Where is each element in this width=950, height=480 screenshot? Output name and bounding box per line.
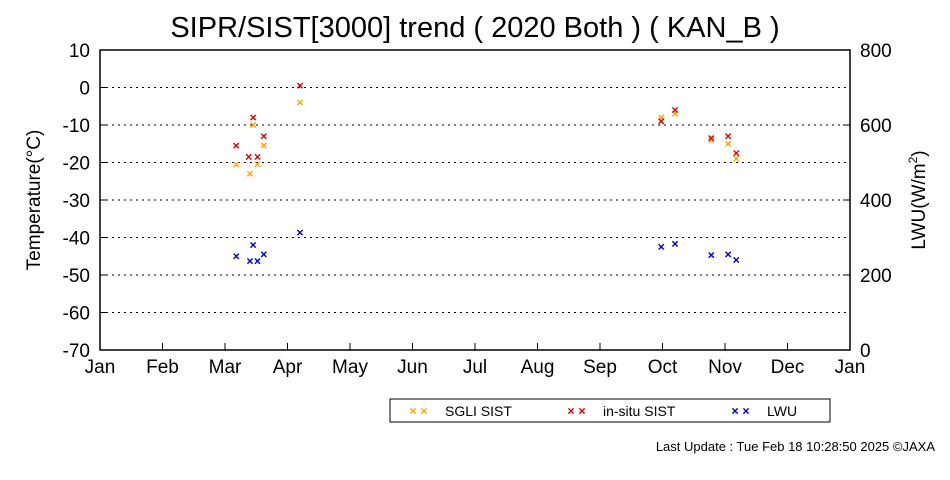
y2-axis-label: LWU(W/m2)	[906, 150, 930, 249]
legend-box	[389, 398, 831, 423]
x-tick-label: Feb	[146, 357, 179, 378]
in-situ-sist-point	[708, 135, 715, 142]
x-tick-label: Jul	[463, 357, 487, 378]
in-situ-sist-point	[260, 133, 267, 140]
x-tick-label: Jan	[85, 357, 116, 378]
y2-tick-label: 400	[860, 191, 892, 212]
sgli-sist-point	[296, 99, 304, 106]
legend-marker-sgli-sist	[409, 407, 417, 415]
x-tick-label: Dec	[771, 357, 805, 378]
sgli-sist-point	[254, 161, 261, 168]
in-situ-sist-point	[296, 82, 304, 89]
y2-axis-label-main: LWU(W/m	[909, 163, 930, 249]
in-situ-sist-point	[233, 142, 240, 149]
sgli-sist-point	[708, 136, 715, 144]
sgli-sist-point	[260, 142, 267, 149]
in-situ-sist-point	[671, 106, 679, 114]
lwu-point	[250, 241, 257, 249]
last-update-text: Last Update : Tue Feb 18 10:28:50 2025 ©…	[656, 439, 935, 454]
legend: SGLI SIST in-situ SIST LWU	[389, 398, 831, 423]
y-tick-label: -10	[63, 116, 90, 137]
y-tick-label: -70	[63, 341, 90, 362]
lwu-point	[671, 240, 679, 247]
legend-marker-sgli-sist	[420, 407, 428, 415]
lwu-point	[233, 253, 240, 260]
sgli-sist-point	[246, 170, 254, 177]
legend-label-in-situ-sist: in-situ SIST	[603, 403, 676, 419]
y-tick-label: -60	[63, 304, 90, 325]
legend-marker-lwu	[742, 407, 750, 415]
legend-label-lwu: LWU	[767, 403, 797, 419]
sgli-sist-point	[233, 161, 240, 168]
in-situ-sist-point	[733, 150, 740, 157]
in-situ-sist-point	[245, 153, 252, 160]
sgli-sist-point	[733, 155, 740, 162]
x-tick-label: Nov	[708, 357, 742, 378]
x-tick-label: Apr	[273, 357, 303, 378]
lwu-point	[246, 258, 254, 265]
lwu-point	[708, 252, 715, 259]
y-tick-label: -20	[63, 154, 90, 175]
y2-tick-label: 800	[860, 41, 892, 62]
in-situ-sist-point	[250, 114, 257, 121]
lwu-point	[658, 243, 665, 250]
y2-axis-label-close: )	[909, 150, 930, 156]
right-axis-ticks: 800 600 400 200 0	[843, 41, 892, 362]
left-axis-ticks: 10 0 -10 -20 -30 -40 -50 -60 -70	[63, 41, 107, 362]
y2-tick-label: 0	[860, 341, 871, 362]
y-tick-label: 10	[69, 41, 90, 62]
legend-marker-in-situ-sist	[578, 407, 586, 415]
chart-title: SIPR/SIST[3000] trend ( 2020 Both ) ( KA…	[170, 12, 779, 44]
y2-tick-label: 600	[860, 116, 892, 137]
lwu-point	[733, 256, 740, 264]
lwu-point	[296, 229, 304, 236]
y2-tick-label: 200	[860, 266, 892, 287]
sgli-sist-point	[725, 140, 732, 147]
legend-marker-lwu	[731, 407, 739, 415]
y-tick-label: -50	[63, 266, 90, 287]
legend-items: SGLI SIST in-situ SIST LWU	[409, 403, 797, 419]
y-axis-label: Temperature(°C)	[24, 130, 45, 271]
x-axis-ticks: Jan Feb Mar Apr May Jun Jul Aug Sep Oct Nov Dec Jan	[85, 343, 866, 378]
lwu-point	[260, 251, 267, 258]
x-tick-label: Mar	[209, 357, 242, 378]
grid-lines	[100, 87, 850, 313]
in-situ-sist-point	[725, 133, 732, 140]
data-points	[233, 82, 740, 265]
in-situ-sist-point	[658, 118, 665, 125]
x-tick-label: Jun	[397, 357, 428, 378]
lwu-point	[725, 251, 732, 258]
y2-axis-label-superscript: 2	[906, 156, 920, 163]
lwu-point	[254, 258, 261, 265]
x-tick-label: Jan	[835, 357, 866, 378]
x-tick-label: Sep	[583, 357, 617, 378]
in-situ-sist-point	[254, 153, 261, 160]
legend-marker-in-situ-sist	[567, 407, 575, 415]
x-tick-label: May	[332, 357, 368, 378]
legend-label-sgli-sist: SGLI SIST	[445, 403, 512, 419]
y-tick-label: -30	[63, 191, 90, 212]
x-tick-label: Aug	[521, 357, 555, 378]
y-tick-label: -40	[63, 229, 90, 250]
x-tick-label: Oct	[648, 357, 678, 378]
sgli-sist-point	[250, 121, 257, 129]
y-tick-label: 0	[79, 79, 90, 100]
